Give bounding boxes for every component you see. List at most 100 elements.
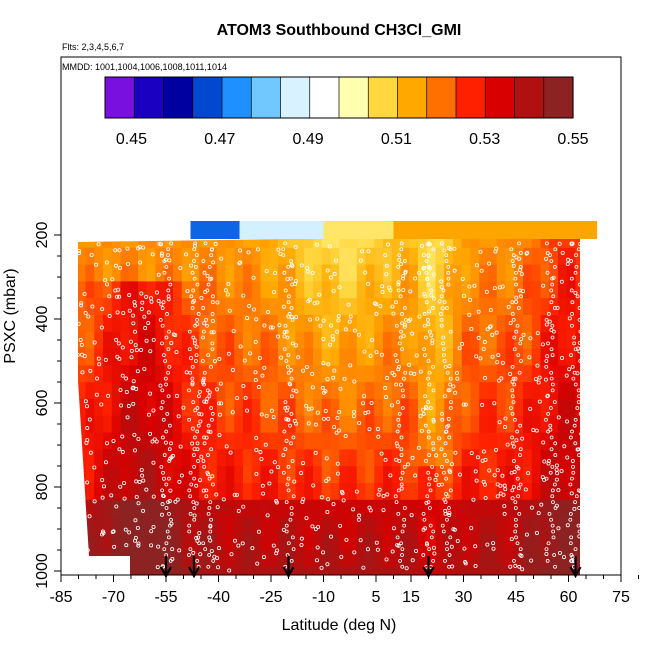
curtain-top-cell [407,221,416,239]
sample-point [158,317,163,322]
sample-point [137,480,142,485]
sample-point [569,553,574,557]
sample-point [129,348,134,353]
curtain-cell [155,264,165,282]
sample-point [281,470,286,475]
curtain-cell [199,235,209,249]
curtain-cell [208,315,218,333]
curtain-cell [339,382,349,400]
curtain-top-cell [344,221,353,239]
sample-point [447,468,452,473]
sample-point [441,288,446,293]
sample-point [284,329,289,334]
curtain-cell [356,315,367,333]
curtain-cell [461,533,472,551]
curtain-cell [111,466,122,484]
sample-point [101,484,106,489]
curtain-cell [531,550,542,568]
sample-point [591,394,596,399]
sample-point [321,390,326,395]
colorbar-tick-label: 0.55 [557,131,588,148]
sample-point [559,279,564,284]
curtain-cell [391,348,402,366]
sample-point [442,359,447,363]
sample-point [541,283,546,288]
curtain-cell [374,449,384,467]
sample-point [286,370,291,375]
sample-point [103,460,108,465]
curtain-cell [278,315,288,333]
curtain-cell [85,415,95,434]
sample-point [323,409,328,414]
curtain-cell [496,298,507,316]
sample-point [79,352,84,357]
sample-point [76,251,81,256]
curtain-cell [575,348,580,366]
curtain-cell [435,247,445,266]
sample-point [476,335,481,340]
sample-point [352,550,357,555]
curtain-cell [470,499,480,518]
sample-point [531,427,536,432]
curtain-cell [479,281,489,299]
curtain-cell [356,348,367,366]
curtain-cell [68,248,77,265]
sample-point [591,412,596,416]
sample-point [451,384,456,389]
sample-point [539,502,544,507]
curtain-cell [426,315,437,333]
curtain-cell [365,365,375,383]
curtain-cell [234,348,244,366]
curtain-cell [558,516,568,534]
curtain-cell [103,365,113,383]
sample-point [78,337,83,342]
curtain-cell [199,348,209,366]
sample-point [490,354,495,359]
sample-point [550,464,555,469]
sample-point [221,497,226,502]
curtain-cell [549,365,559,383]
sample-point [545,394,550,399]
curtain-cell [94,449,104,467]
curtain-cell [120,466,130,484]
sample-point [336,318,341,323]
sample-point [365,547,370,552]
curtain-cell [68,416,77,433]
curtain-cell [225,550,235,568]
curtain-cell [243,399,253,417]
sample-point [421,412,426,416]
curtain-cell [155,365,165,383]
curtain-cell [190,331,200,350]
curtain-top-cell [330,221,339,239]
sample-point [578,242,583,247]
curtain-cell [269,348,279,366]
sample-point [427,329,432,334]
sample-point [440,306,445,311]
curtain-cell [479,432,489,450]
sample-point [326,362,331,367]
sample-point [155,565,160,570]
curtain-cell [304,365,314,383]
curtain-cell [111,382,122,400]
curtain-top-cell [218,221,227,239]
sample-point [401,333,406,338]
sample-point [195,406,200,410]
curtain-cell [190,432,200,450]
curtain-cell [243,449,253,467]
sample-point [427,242,432,247]
curtain-cell [356,264,367,282]
sample-point [164,541,169,546]
curtain-cell [444,235,454,249]
curtain-cell [138,235,148,249]
curtain-cell [365,533,375,551]
curtain-cell [418,382,428,400]
sample-point [176,414,181,419]
curtain-cell [566,331,577,350]
curtain-cell [348,516,358,534]
sample-point [274,499,279,504]
sample-point [187,388,191,393]
sample-point [131,401,136,406]
curtain-cell [453,499,463,518]
sample-point [600,278,605,283]
sample-point [285,405,290,410]
